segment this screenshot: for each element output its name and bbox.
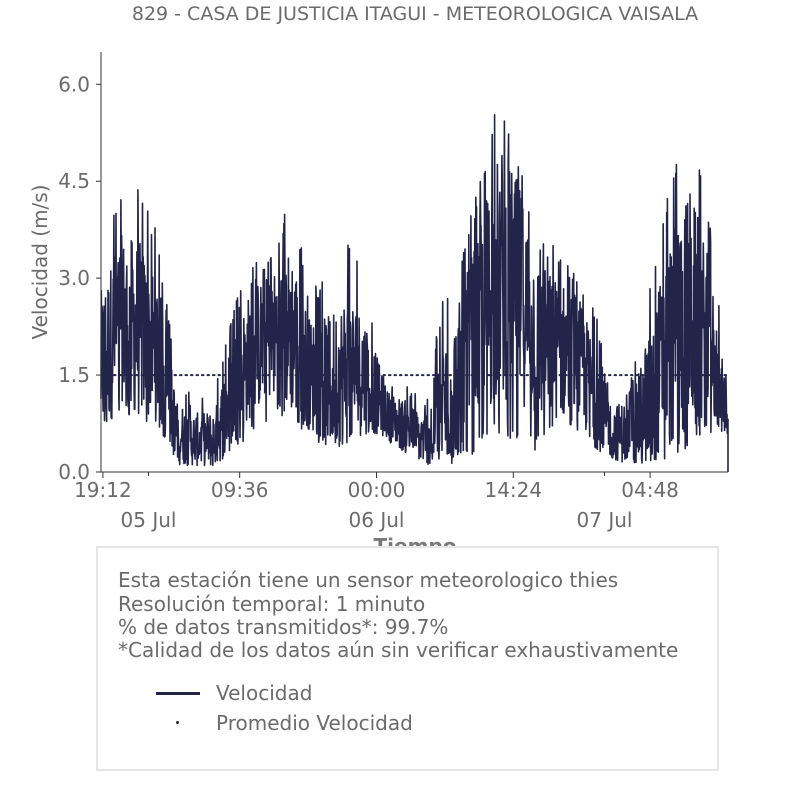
x-axis: 19:12 09:36 00:00 14:24 04:48 05 Jul 06 Jul 07 …: [74, 471, 728, 532]
y-tick-label: 4.5: [58, 169, 90, 193]
info-quality-note-text: *Calidad de los datos aún sin verificar …: [118, 638, 679, 662]
info-data-percent-text: % de datos transmitidos*: 99.7%: [118, 615, 449, 639]
y-tick-label: 6.0: [58, 72, 90, 96]
x-tick-label: 14:24: [484, 478, 542, 502]
plot-area: [100, 114, 729, 472]
x-tick-label: 04:48: [621, 478, 679, 502]
x-day-label: 07 Jul: [577, 508, 633, 532]
y-tick-label: 0.0: [58, 460, 90, 484]
y-tick-label: 3.0: [58, 266, 90, 290]
y-axis-label: Velocidad (m/s): [28, 184, 52, 339]
series-line-velocidad: [100, 114, 729, 472]
legend-dot-swatch: [176, 721, 179, 724]
legend-label-promedio: Promedio Velocidad: [216, 711, 413, 735]
x-tick-label: 09:36: [211, 478, 269, 502]
legend-label-velocidad: Velocidad: [216, 681, 313, 705]
x-day-label: 06 Jul: [349, 508, 405, 532]
legend-line-swatch: [156, 692, 200, 695]
info-resolution-text: Resolución temporal: 1 minuto: [118, 592, 426, 616]
x-tick-label: 19:12: [74, 478, 132, 502]
x-tick-label: 00:00: [348, 478, 406, 502]
info-legend-box: Esta estación tiene un sensor meteorolog…: [96, 546, 719, 771]
chart-title: 829 - CASA DE JUSTICIA ITAGUI - METEOROL…: [131, 3, 699, 25]
y-tick-label: 1.5: [58, 363, 90, 387]
wind-speed-chart: 0.0 1.5 3.0 4.5 6.0 19:12 09:36 00:00 14:24 04:4…: [28, 52, 729, 558]
y-axis: 0.0 1.5 3.0 4.5 6.0: [58, 52, 102, 484]
x-day-label: 05 Jul: [121, 508, 177, 532]
info-sensor-text: Esta estación tiene un sensor meteorolog…: [118, 568, 619, 592]
